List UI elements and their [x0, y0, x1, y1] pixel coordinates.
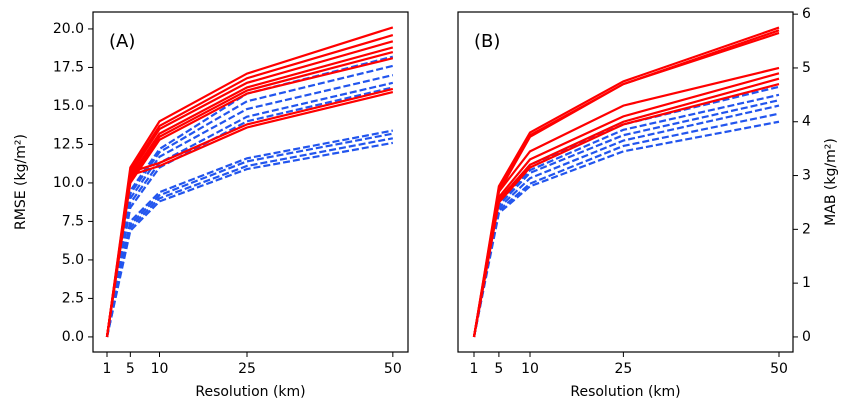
axes-frame: [457, 11, 794, 353]
series-line: [105, 34, 394, 338]
y-axis-label: RMSE (kg/m²): [13, 134, 29, 230]
y-axis-label: MAB (kg/m²): [823, 138, 839, 226]
series-line: [105, 129, 394, 338]
series-line: [472, 99, 780, 338]
axes-frame: [92, 11, 409, 353]
series-line: [105, 91, 394, 338]
y-tick-label: 10.0: [53, 175, 84, 191]
series-line: [472, 72, 780, 338]
y-tick-label: 1: [802, 275, 811, 291]
y-tick-label: 20.0: [53, 21, 84, 37]
x-tick-label: 5: [494, 361, 503, 377]
x-tick-label: 5: [126, 361, 135, 377]
x-tick-label: 10: [151, 361, 169, 377]
x-tick-label: 1: [470, 361, 479, 377]
y-tick-label: 5.0: [62, 252, 84, 268]
panel: 1 5 10 25 50 0.0 2.5 5.0 7.5 10.0 12.5 15.0 17.5 20.0…: [13, 11, 409, 400]
y-tick-label: 5: [802, 60, 811, 76]
series-line: [472, 112, 780, 338]
series-line: [472, 93, 780, 338]
y-tick-label: 2.5: [62, 290, 84, 306]
x-tick-label: 1: [103, 361, 112, 377]
panel-label: (B): [474, 31, 500, 52]
x-axis-label: Resolution (km): [570, 384, 680, 400]
series-line: [472, 83, 780, 338]
x-axis-label: Resolution (km): [195, 384, 305, 400]
series-line: [472, 104, 780, 338]
series-line: [105, 86, 394, 338]
x-tick-label: 25: [238, 361, 256, 377]
series-line: [472, 120, 780, 338]
y-tick-label: 3: [802, 168, 811, 184]
y-tick-label: 12.5: [53, 136, 84, 152]
y-tick-label: 0: [802, 329, 811, 345]
y-tick-label: 7.5: [62, 213, 84, 229]
y-tick-label: 0.0: [62, 329, 84, 345]
series-line: [105, 50, 394, 338]
y-tick-label: 4: [802, 114, 811, 130]
x-tick-label: 25: [614, 361, 632, 377]
y-tick-label: 2: [802, 221, 811, 237]
y-tick-label: 17.5: [53, 59, 84, 75]
y-tick-label: 6: [802, 6, 811, 22]
x-tick-label: 50: [384, 361, 402, 377]
series-line: [105, 141, 394, 338]
series-line: [472, 77, 780, 338]
x-tick-label: 10: [521, 361, 539, 377]
y-tick-label: 15.0: [53, 98, 84, 114]
x-tick-label: 50: [770, 361, 788, 377]
panel-label: (A): [109, 31, 135, 52]
series-line: [472, 66, 780, 338]
